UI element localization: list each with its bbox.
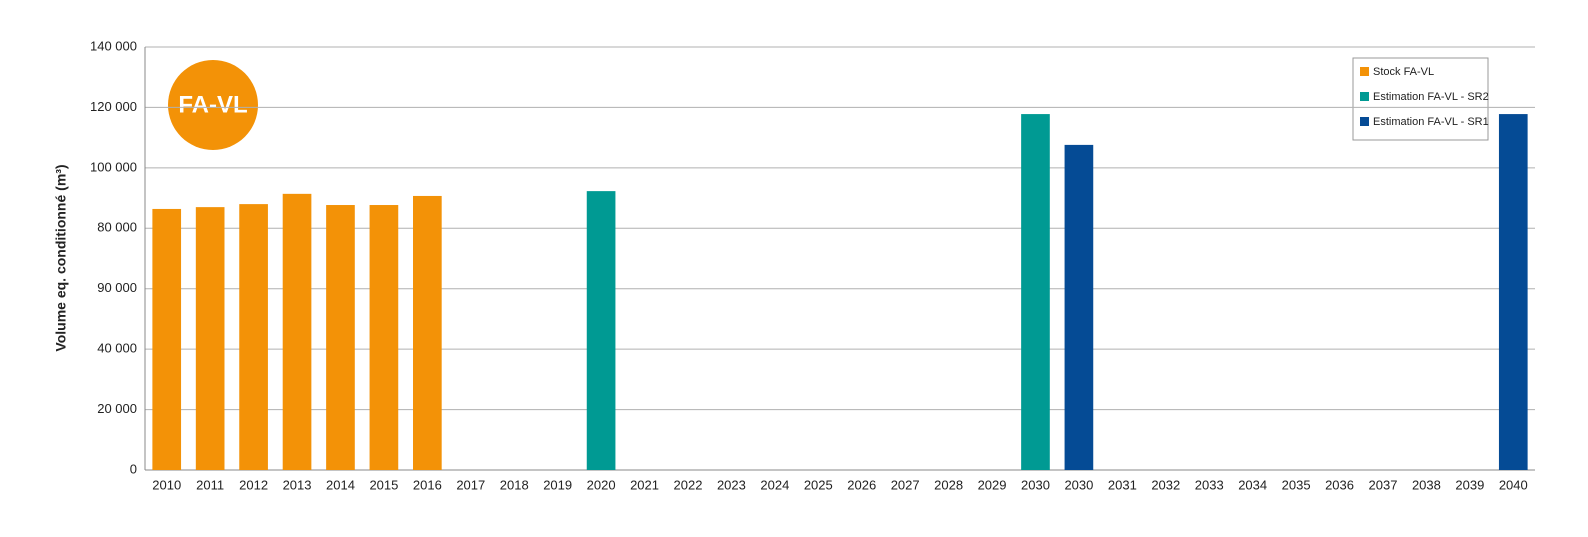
legend-swatch — [1360, 117, 1369, 126]
legend-swatch — [1360, 67, 1369, 76]
bar — [1021, 114, 1050, 470]
x-tick-label: 2020 — [587, 477, 616, 492]
bar — [586, 191, 616, 471]
x-tick-label: 2018 — [500, 477, 529, 492]
y-tick-label: 0 — [130, 461, 137, 476]
y-tick-label: 80 000 — [97, 220, 137, 235]
legend-label: Estimation FA-VL - SR2 — [1373, 91, 1489, 103]
x-tick-label: 2030 — [1021, 477, 1050, 492]
legend-box — [1352, 57, 1489, 141]
legend-label: Estimation FA-VL - SR1 — [1373, 116, 1489, 128]
x-tick-label: 2010 — [152, 477, 181, 492]
x-tick-label: 2011 — [196, 477, 224, 492]
x-tick-label: 2022 — [674, 477, 703, 492]
x-tick-label: 2016 — [413, 477, 442, 492]
bar — [326, 205, 355, 470]
x-tick-label: 2012 — [239, 477, 268, 492]
x-tick-label: 2017 — [456, 477, 485, 492]
x-tick-label: 2031 — [1108, 477, 1137, 492]
legend-swatch — [1360, 92, 1369, 101]
x-tick-label: 2025 — [804, 477, 833, 492]
x-tick-label: 2035 — [1282, 477, 1311, 492]
y-tick-label: 20 000 — [97, 401, 137, 416]
x-tick-label: 2034 — [1238, 477, 1267, 492]
x-tick-label: 2023 — [717, 477, 746, 492]
x-tick-label: 2027 — [891, 477, 920, 492]
bar — [239, 204, 268, 470]
badge — [168, 60, 258, 150]
x-tick-label: 2036 — [1325, 477, 1354, 492]
y-tick-label: 40 000 — [97, 341, 137, 356]
x-tick-label: 2028 — [934, 477, 963, 492]
x-tick-label: 2013 — [283, 477, 312, 492]
x-tick-label: 2030 — [1064, 477, 1093, 492]
x-tick-label: 2033 — [1195, 477, 1224, 492]
x-tick-label: 2040 — [1499, 477, 1528, 492]
x-tick-label: 2024 — [760, 477, 789, 492]
x-tick-label: 2032 — [1151, 477, 1180, 492]
y-tick-label: 140 000 — [90, 38, 137, 53]
bar — [413, 195, 442, 470]
x-tick-label: 2039 — [1455, 477, 1484, 492]
x-tick-label: 2029 — [978, 477, 1007, 492]
y-tick-label: 90 000 — [97, 280, 137, 295]
x-tick-label: 2019 — [543, 477, 572, 492]
x-tick-label: 2015 — [369, 477, 398, 492]
bar — [195, 207, 225, 470]
bar — [1498, 114, 1528, 470]
x-tick-label: 2038 — [1412, 477, 1441, 492]
x-tick-label: 2026 — [847, 477, 876, 492]
bar — [152, 208, 182, 470]
x-tick-label: 2037 — [1369, 477, 1398, 492]
bar — [1064, 144, 1094, 470]
bar — [282, 193, 312, 470]
legend-label: Stock FA-VL — [1373, 66, 1434, 78]
x-tick-label: 2021 — [630, 477, 659, 492]
y-axis-label: Volume eq. conditionné (m³) — [53, 164, 69, 351]
y-tick-label: 100 000 — [90, 159, 137, 174]
badge-label: FA-VL — [178, 91, 247, 118]
bar — [369, 205, 399, 470]
x-tick-label: 2014 — [326, 477, 355, 492]
y-tick-label: 120 000 — [90, 99, 137, 114]
